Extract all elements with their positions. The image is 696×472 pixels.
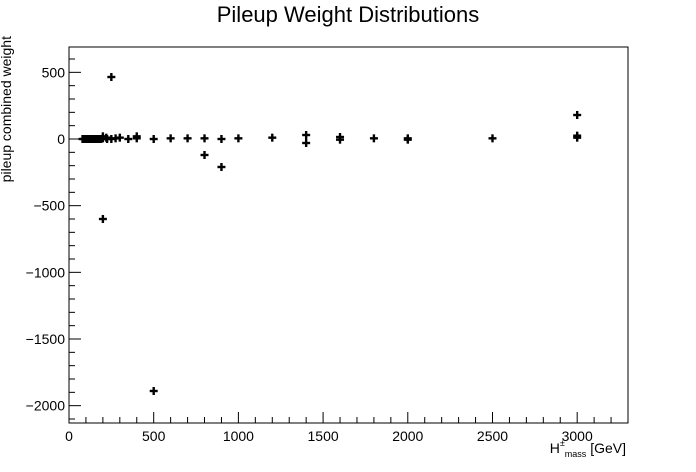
data-point <box>488 134 497 143</box>
x-tick-label: 3000 <box>562 428 593 444</box>
y-tick-label: −500 <box>33 198 65 214</box>
x-axis-label: H±mass [GeV] <box>549 438 626 459</box>
y-tick-label: −2000 <box>26 398 66 414</box>
y-tick-label: −1000 <box>26 264 66 280</box>
plot-frame <box>68 46 629 424</box>
data-point <box>234 134 243 143</box>
data-point <box>403 135 412 144</box>
y-tick-label: 0 <box>57 131 65 147</box>
data-point <box>336 135 345 144</box>
data-point <box>200 151 209 159</box>
x-tick-label: 0 <box>65 428 73 444</box>
y-axis-label: pileup combined weight <box>0 36 14 183</box>
data-point <box>124 135 133 143</box>
x-tick-label: 2500 <box>477 428 508 444</box>
data-point <box>217 163 226 171</box>
data-point <box>302 139 311 147</box>
y-tick-label: −1500 <box>26 331 66 347</box>
data-point <box>107 73 116 81</box>
data-point <box>573 111 582 119</box>
x-tick-label: 1000 <box>223 428 254 444</box>
x-tick-label: 2000 <box>392 428 423 444</box>
chart-title: Pileup Weight Distributions <box>216 2 480 27</box>
x-axis-label-sub: mass <box>564 449 587 459</box>
data-point <box>98 215 107 223</box>
data-point <box>268 133 277 142</box>
data-point <box>573 133 582 142</box>
data-point <box>217 135 226 143</box>
data-point <box>183 134 192 143</box>
data-point <box>149 135 158 143</box>
x-axis-label-main: H <box>549 440 560 456</box>
x-tick-label: 1500 <box>308 428 339 444</box>
data-point <box>132 134 141 143</box>
y-tick-label: 500 <box>42 64 66 80</box>
data-point <box>115 133 124 142</box>
x-tick-label: 500 <box>142 428 166 444</box>
x-axis-label-unit: [GeV] <box>590 440 626 456</box>
data-point <box>149 387 158 395</box>
data-point <box>302 131 311 139</box>
x-axis-label-sup: ± <box>559 438 565 448</box>
data-point <box>369 134 378 143</box>
data-point <box>166 134 175 143</box>
data-point <box>200 134 209 143</box>
